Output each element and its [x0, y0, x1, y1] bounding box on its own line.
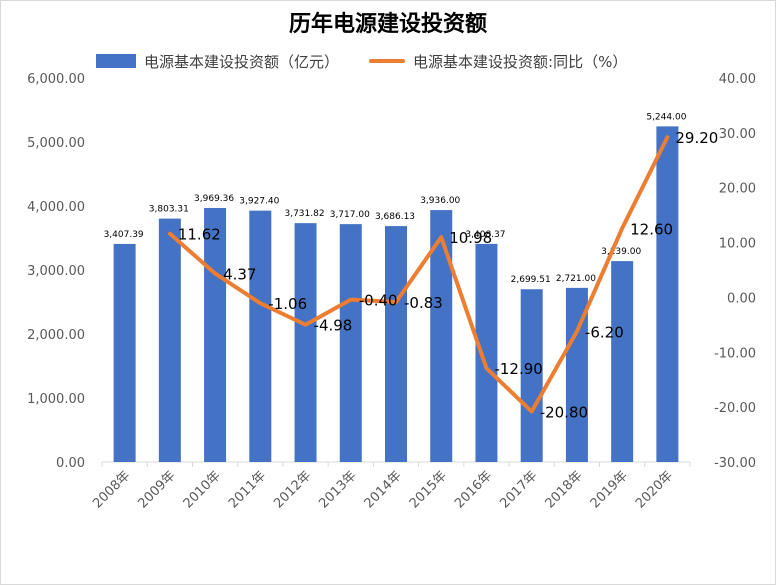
- x-tick-label: 2020年: [633, 468, 676, 511]
- x-tick-label: 2011年: [226, 468, 269, 511]
- bar: [656, 126, 679, 462]
- bar-data-label: 3,139.00: [601, 247, 641, 257]
- bar-data-label: 3,969.36: [194, 194, 234, 204]
- bar: [204, 207, 227, 462]
- x-tick-label: 2014年: [362, 468, 405, 511]
- line-data-label: -0.40: [359, 292, 398, 310]
- y-right-tick-label: -20.00: [714, 401, 756, 416]
- line-data-label: -20.80: [540, 404, 588, 422]
- bar: [520, 289, 543, 462]
- y-right-tick-label: 20.00: [719, 182, 756, 197]
- x-tick-label: 2013年: [316, 468, 359, 511]
- bar-data-label: 3,408.37: [465, 230, 505, 240]
- x-tick-label: 2015年: [407, 468, 450, 511]
- bar-data-label: 5,244.00: [646, 112, 686, 122]
- line-data-label: -12.90: [494, 360, 542, 378]
- bar-data-label: 3,407.39: [104, 230, 144, 240]
- y-right-tick-label: 0.00: [727, 291, 756, 306]
- bar: [158, 218, 181, 462]
- line-data-label: 29.20: [675, 129, 718, 147]
- chart-title: 历年电源建设投资额: [288, 11, 487, 37]
- bar: [475, 243, 498, 462]
- bar: [339, 224, 362, 462]
- bar: [294, 223, 317, 462]
- y-right-tick-label: 40.00: [719, 72, 756, 87]
- x-tick-label: 2010年: [181, 468, 224, 511]
- x-tick-label: 2018年: [543, 468, 586, 511]
- x-tick-label: 2019年: [588, 468, 631, 511]
- y-right-tick-label: -30.00: [714, 456, 756, 471]
- y-right-tick-label: 10.00: [719, 237, 756, 252]
- line-data-label: 12.60: [630, 220, 673, 238]
- legend-item-line: 电源基本建设投资额:同比（%）: [369, 51, 627, 72]
- legend: 电源基本建设投资额（亿元） 电源基本建设投资额:同比（%）: [96, 50, 657, 72]
- x-tick-label: 2016年: [452, 468, 495, 511]
- legend-label-line: 电源基本建设投资额:同比（%）: [413, 52, 628, 71]
- y-right-tick-label: 30.00: [719, 127, 756, 142]
- line-data-label: -6.20: [585, 323, 624, 341]
- bar: [249, 210, 272, 462]
- bar: [385, 226, 407, 462]
- x-tick-label: 2012年: [271, 468, 314, 511]
- x-tick-label: 2017年: [497, 468, 540, 511]
- bar-data-label: 3,717.00: [330, 210, 370, 220]
- line-data-label: 10.98: [449, 229, 492, 247]
- x-tick-label: 2008年: [90, 468, 133, 511]
- y-right-tick-label: -10.00: [714, 346, 756, 361]
- line-data-label: 4.37: [223, 265, 256, 283]
- y-left-tick-label: 6,000.00: [27, 72, 85, 87]
- y-left-tick-label: 1,000.00: [27, 392, 85, 407]
- legend-swatch-bar: [96, 54, 136, 68]
- line-data-label: 11.62: [178, 226, 221, 244]
- line-data-label: -0.83: [404, 294, 443, 312]
- line-data-label: -1.06: [268, 295, 307, 313]
- bar-data-label: 3,686.13: [375, 212, 415, 222]
- bar-data-label: 3,936.00: [420, 196, 460, 206]
- y-left-tick-label: 2,000.00: [27, 328, 85, 343]
- bar-data-label: 3,731.82: [284, 209, 324, 219]
- bar: [430, 210, 453, 462]
- bar: [113, 243, 136, 462]
- legend-item-bar: 电源基本建设投资额（亿元）: [96, 51, 339, 72]
- bar-data-label: 3,927.40: [239, 197, 279, 207]
- y-left-tick-label: 3,000.00: [27, 264, 85, 279]
- bar: [611, 261, 634, 462]
- line-series: [167, 135, 670, 414]
- y-left-tick-label: 0.00: [56, 456, 85, 471]
- x-tick-label: 2009年: [135, 468, 178, 511]
- bar-data-label: 2,721.00: [556, 274, 596, 284]
- legend-swatch-line: [369, 59, 406, 63]
- line-data-label: -4.98: [314, 317, 353, 335]
- legend-label-bar: 电源基本建设投资额（亿元）: [144, 52, 340, 71]
- bar: [565, 287, 588, 462]
- y-left-tick-label: 4,000.00: [27, 200, 85, 215]
- bar-data-label: 3,803.31: [149, 205, 189, 215]
- bar-data-label: 2,699.51: [511, 275, 551, 285]
- y-left-tick-label: 5,000.00: [27, 136, 85, 151]
